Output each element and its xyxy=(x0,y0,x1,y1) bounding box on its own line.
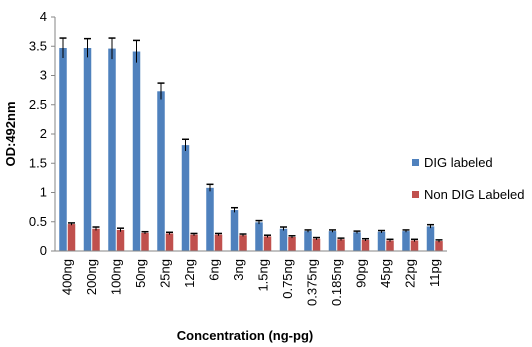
legend-label: DIG labeled xyxy=(424,155,493,170)
bar-non-dig-labeled xyxy=(410,240,419,251)
x-tick-label: 25ng xyxy=(157,259,172,288)
x-tick-label: 11pg xyxy=(427,259,442,287)
x-axis-title: Concentration (ng-pg) xyxy=(177,328,313,343)
legend-swatch xyxy=(412,159,419,166)
bar-dig-labeled xyxy=(59,48,67,251)
bar-non-dig-labeled xyxy=(116,229,125,251)
x-tick-label: 22pg xyxy=(402,259,417,288)
bar-non-dig-labeled xyxy=(435,241,443,251)
bar-dig-labeled xyxy=(377,231,386,251)
y-tick-label: 0 xyxy=(40,243,47,258)
bar-dig-labeled xyxy=(353,232,361,251)
bar-non-dig-labeled xyxy=(141,232,149,251)
x-tick-label: 50ng xyxy=(133,259,148,288)
bar-dig-labeled xyxy=(426,226,435,251)
y-tick-label: 0.5 xyxy=(29,214,47,229)
x-tick-label: 0.75ng xyxy=(280,259,295,299)
x-tick-label: 1.5ng xyxy=(255,259,270,292)
bar-dig-labeled xyxy=(279,228,288,251)
x-tick-label: 12ng xyxy=(182,259,197,288)
bar-dig-labeled xyxy=(255,222,263,251)
x-tick-label: 200ng xyxy=(84,259,99,295)
bar-non-dig-labeled xyxy=(239,235,247,251)
bar-non-dig-labeled xyxy=(190,234,198,251)
y-axis-title: OD:492nm xyxy=(3,101,18,166)
bar-non-dig-labeled xyxy=(92,228,100,251)
bar-non-dig-labeled xyxy=(214,234,223,251)
bar-dig-labeled xyxy=(108,48,116,252)
bar-non-dig-labeled xyxy=(361,239,370,251)
bar-non-dig-labeled xyxy=(312,238,321,251)
bar-dig-labeled xyxy=(402,231,410,251)
y-tick-label: 3.5 xyxy=(29,38,47,53)
bar-dig-labeled xyxy=(83,48,92,251)
bar-non-dig-labeled xyxy=(288,236,296,251)
legend-swatch xyxy=(412,191,419,198)
y-tick-label: 2 xyxy=(40,126,47,141)
x-tick-label: 400ng xyxy=(59,259,74,295)
bar-dig-labeled xyxy=(230,210,239,251)
y-axis-ticks: 0 0.5 1 1.5 2 2.5 3 3.5 4 xyxy=(29,9,55,258)
bars xyxy=(59,48,443,252)
bar-non-dig-labeled xyxy=(67,224,76,251)
bar-non-dig-labeled xyxy=(386,240,394,251)
legend: DIG labeled Non DIG Labeled xyxy=(412,155,524,202)
x-tick-label: 0.185ng xyxy=(329,259,344,306)
bar-dig-labeled xyxy=(157,91,165,251)
x-tick-label: 90pg xyxy=(353,259,368,288)
y-tick-label: 3 xyxy=(40,68,47,83)
x-tick-label: 0.375ng xyxy=(304,259,319,306)
x-tick-label: 3ng xyxy=(231,259,246,281)
bar-non-dig-labeled xyxy=(263,236,272,251)
legend-label: Non DIG Labeled xyxy=(424,187,524,202)
x-tick-label: 45pg xyxy=(378,259,393,288)
error-bars xyxy=(59,37,443,243)
bar-non-dig-labeled xyxy=(165,233,174,251)
x-tick-label: 100ng xyxy=(108,259,123,295)
x-axis-ticks: 400ng 200ng 100ng 50ng 25ng 12ng 6ng 3ng 1.5ng 0.… xyxy=(59,259,442,306)
y-tick-label: 4 xyxy=(40,9,47,24)
bar-dig-labeled xyxy=(132,51,141,251)
x-tick-label: 6ng xyxy=(206,259,221,281)
bar-dig-labeled xyxy=(181,145,190,251)
y-tick-label: 2.5 xyxy=(29,97,47,112)
bar-dig-labeled xyxy=(206,187,214,251)
y-tick-label: 1.5 xyxy=(29,155,47,170)
bar-dig-labeled xyxy=(304,231,312,251)
bar-non-dig-labeled xyxy=(337,239,345,251)
y-tick-label: 1 xyxy=(40,185,47,200)
bar-dig-labeled xyxy=(328,231,337,251)
